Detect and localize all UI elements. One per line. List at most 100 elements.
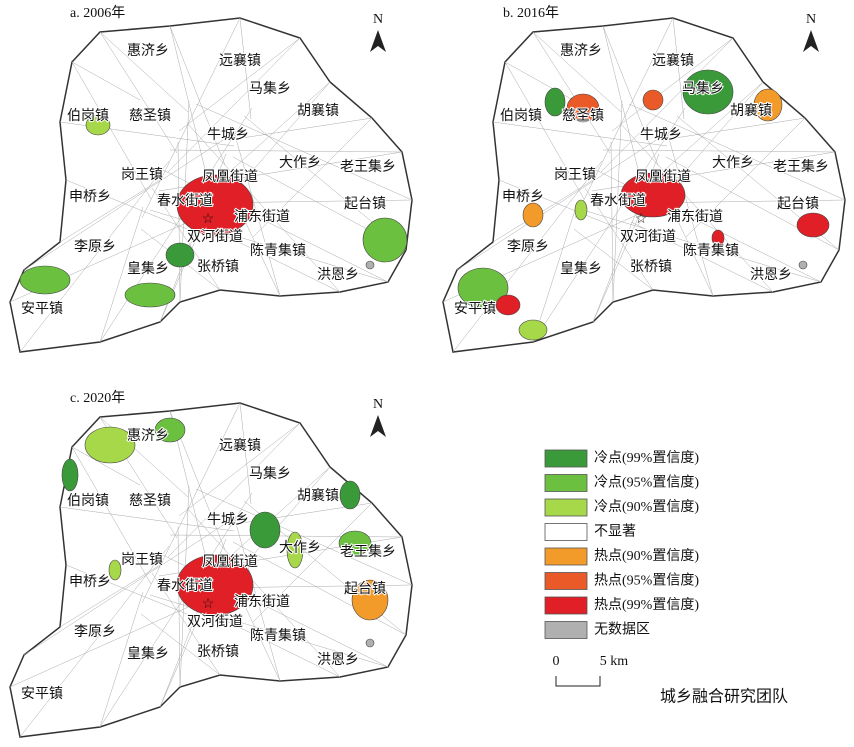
hotspot-area <box>365 638 375 648</box>
hotspot-area <box>518 319 548 341</box>
township-boundary <box>71 446 152 585</box>
hotspot-area <box>61 458 79 492</box>
place-label: 岗王镇 <box>121 552 163 568</box>
place-label: 双河街道 <box>620 229 676 245</box>
legend-swatch <box>544 523 588 541</box>
place-label: 惠济乡 <box>560 43 602 59</box>
hotspot-area <box>108 559 122 581</box>
hotspot-area <box>339 480 361 510</box>
township-boundary <box>612 100 623 303</box>
hotspot-area <box>165 242 195 268</box>
legend-swatch <box>544 449 588 468</box>
place-label: 陈青集镇 <box>250 627 306 644</box>
township-boundary <box>532 31 611 154</box>
township-boundary <box>59 179 161 243</box>
township-boundary <box>504 61 585 200</box>
township-boundary <box>667 134 714 297</box>
place-label: 岗王镇 <box>121 167 163 183</box>
township-boundary <box>140 613 221 676</box>
hotspot-area <box>124 282 176 308</box>
township-boundary <box>532 31 622 113</box>
star: ☆ <box>202 597 215 612</box>
place-label: 凤凰街道 <box>202 169 258 185</box>
township-boundary <box>573 228 654 291</box>
place-label: 牛城乡 <box>640 127 682 143</box>
legend-swatch <box>544 498 588 517</box>
hotspot-area <box>365 260 375 270</box>
place-label: 张桥镇 <box>197 259 239 275</box>
township-boundary <box>59 506 235 532</box>
place-label: 伯岗镇 <box>67 108 109 124</box>
place-label: 老王集乡 <box>340 158 396 175</box>
place-label: 凤凰街道 <box>635 169 691 185</box>
township-boundary <box>169 25 226 166</box>
place-label: 马集乡 <box>249 465 291 482</box>
place-label: 洪恩乡 <box>317 652 359 668</box>
hotspot-area <box>796 212 830 238</box>
township-boundary <box>23 511 244 656</box>
township-boundary <box>582 209 822 283</box>
township-boundary <box>141 17 241 219</box>
township-boundary <box>23 126 244 271</box>
township-boundary <box>9 598 207 688</box>
township-boundary <box>59 564 161 628</box>
township-boundary <box>177 526 181 688</box>
hotspot-area <box>85 114 111 136</box>
township-boundary <box>628 103 846 201</box>
place-label: 伯岗镇 <box>500 108 542 124</box>
north-arrow-label: N <box>373 12 383 27</box>
township-boundary <box>532 107 686 343</box>
panel-title: b. 2016年 <box>503 5 559 21</box>
place-label: 李原乡 <box>507 239 549 255</box>
place-label: 李原乡 <box>74 624 116 640</box>
hotspot-area <box>642 89 664 111</box>
place-label: 双河街道 <box>187 614 243 630</box>
hotspot-area <box>154 417 186 443</box>
township-boundary <box>456 126 677 271</box>
township-boundary <box>532 206 577 343</box>
township-boundary <box>252 502 373 623</box>
hotspot-area <box>574 199 588 221</box>
township-boundary <box>71 61 152 200</box>
township-boundary <box>65 179 198 234</box>
panel-title: a. 2006年 <box>70 5 125 21</box>
legend-swatch <box>544 572 588 590</box>
township-boundary <box>239 402 252 505</box>
place-label: 岗王镇 <box>554 167 596 183</box>
place-label: 胡襄镇 <box>297 103 339 119</box>
township-boundary <box>648 81 764 185</box>
place-label: 安平镇 <box>21 301 63 317</box>
north-arrow <box>803 30 819 52</box>
township-boundary <box>492 121 668 147</box>
township-boundary <box>239 17 252 120</box>
hotspot-area <box>351 579 389 621</box>
place-label: 大作乡 <box>712 155 754 171</box>
place-label: 起台镇 <box>344 196 386 212</box>
north-arrow-label: N <box>373 397 383 412</box>
place-label: 皇集乡 <box>127 260 169 277</box>
place-label: 皇集乡 <box>560 260 602 277</box>
township-boundary <box>600 37 734 173</box>
township-boundary <box>492 179 594 243</box>
place-label: 大作乡 <box>279 155 321 171</box>
scale-end: 5 km <box>600 654 629 669</box>
hotspot-area <box>176 174 254 236</box>
township-boundary <box>195 488 413 586</box>
place-label: 浦东街道 <box>667 209 723 225</box>
place-label: 安平镇 <box>454 301 496 317</box>
township-boundary <box>574 17 674 219</box>
legend-label: 热点(99%置信度) <box>594 597 699 613</box>
north-arrow <box>370 30 386 52</box>
place-label: 牛城乡 <box>207 512 249 528</box>
legend-label: 热点(90%置信度) <box>594 548 699 564</box>
hotspot-area <box>522 202 544 228</box>
township-boundary <box>99 492 253 728</box>
hotspot-area <box>457 267 509 309</box>
legend-swatch <box>544 474 588 492</box>
place-label: 陈青集镇 <box>683 242 739 259</box>
place-label: 胡襄镇 <box>297 488 339 504</box>
place-label: 马集乡 <box>249 80 291 97</box>
